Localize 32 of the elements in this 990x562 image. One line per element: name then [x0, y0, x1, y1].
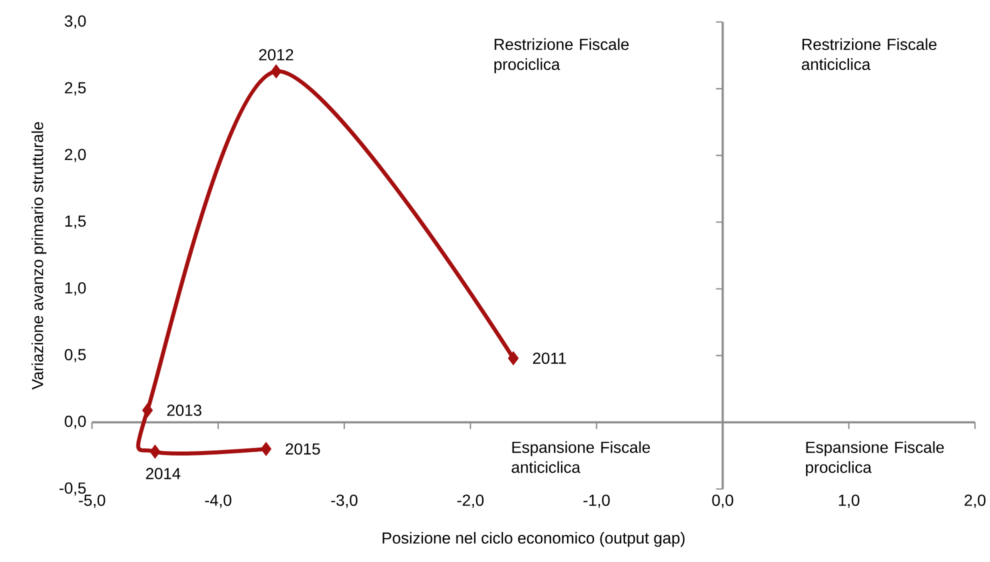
y-tick-label: 3,0: [64, 15, 86, 29]
x-tick-label: 0,0: [712, 494, 734, 508]
point: [260, 442, 272, 456]
x-tick-label: 2,0: [964, 494, 986, 508]
annotation: 2013: [167, 404, 202, 416]
point: [270, 64, 282, 78]
y-axis-title: Variazione avanzo primario strutturale: [31, 122, 46, 390]
annotation: Espansione Fiscale prociclica: [806, 441, 944, 476]
x-tick-label: -1,0: [583, 494, 610, 508]
point: [150, 444, 160, 459]
point: [142, 403, 153, 418]
annotation: Espansione Fiscale anticiclica: [512, 441, 650, 473]
x-tick-label: -2,0: [457, 494, 484, 508]
y-tick-label: 1,5: [65, 216, 86, 229]
annotation: 2011: [533, 352, 566, 364]
annotation: Restrizione Fiscale anticiclica: [802, 38, 936, 70]
y-tick-label: 2,0: [64, 148, 86, 162]
x-tick-label: -5,0: [78, 494, 106, 508]
x-tick-label: -4,0: [205, 494, 232, 508]
point: [508, 351, 519, 366]
annotation: Restrizione Fiscale prociclica: [494, 38, 629, 74]
y-tick-label: 2,5: [64, 82, 86, 96]
x-tick-label: -3,0: [331, 494, 358, 508]
annotation: 2014: [146, 468, 180, 480]
annotation: 2012: [259, 49, 294, 60]
x-axis-title: Posizione nel ciclo economico (output gap): [382, 532, 685, 547]
annotation: 2015: [286, 443, 320, 455]
y-tick-label: 0,5: [64, 348, 86, 362]
y-tick-label: -0,5: [60, 482, 86, 496]
y-tick-label: 1,0: [65, 282, 86, 296]
x-tick-label: 1,0: [838, 494, 860, 508]
y-tick-label: 0,0: [64, 416, 86, 429]
